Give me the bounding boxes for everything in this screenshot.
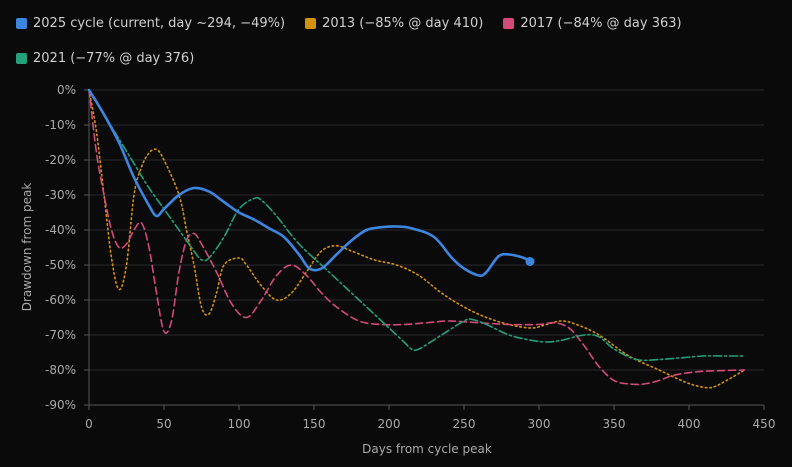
x-tick-label: 150 bbox=[303, 417, 326, 431]
x-tick-label: 450 bbox=[753, 417, 776, 431]
y-tick-label: -30% bbox=[45, 188, 76, 202]
y-tick-label: 0% bbox=[57, 83, 76, 97]
grid-lines bbox=[88, 89, 764, 406]
x-tick-label: 250 bbox=[453, 417, 476, 431]
legend-swatch-2017 bbox=[503, 17, 515, 29]
y-axis-title: Drawdown from peak bbox=[20, 183, 34, 312]
legend-item-2025[interactable]: 2025 cycle (current, day ~294, −49%) bbox=[16, 16, 285, 31]
x-tick-label: 100 bbox=[228, 417, 251, 431]
legend-item-2021[interactable]: 2021 (−77% @ day 376) bbox=[16, 51, 194, 66]
chart-legend: 2025 cycle (current, day ~294, −49%) 201… bbox=[16, 11, 776, 81]
y-tick-label: -20% bbox=[45, 153, 76, 167]
legend-row-1: 2025 cycle (current, day ~294, −49%) 201… bbox=[16, 11, 776, 35]
series-line-2021 bbox=[88, 89, 746, 362]
x-axis-ticks: 0 50 100 150 200 250 300 350 400 450 bbox=[85, 405, 775, 431]
x-tick-label: 350 bbox=[603, 417, 626, 431]
legend-row-2: 2021 (−77% @ day 376) bbox=[16, 46, 776, 70]
legend-swatch-2025 bbox=[16, 17, 27, 29]
legend-item-2013[interactable]: 2013 (−85% @ day 410) bbox=[305, 16, 483, 31]
x-tick-label: 300 bbox=[528, 417, 551, 431]
series-line-2025 bbox=[87, 88, 532, 277]
y-tick-label: -90% bbox=[45, 398, 76, 412]
y-tick-label: -80% bbox=[45, 363, 76, 377]
x-axis-title: Days from cycle peak bbox=[362, 442, 492, 456]
legend-swatch-2021 bbox=[16, 52, 27, 64]
legend-label-2013: 2013 (−85% @ day 410) bbox=[322, 15, 484, 31]
y-tick-label: -70% bbox=[45, 328, 76, 342]
legend-label-2025: 2025 cycle (current, day ~294, −49%) bbox=[33, 15, 286, 31]
legend-swatch-2013 bbox=[305, 17, 317, 29]
y-tick-label: -40% bbox=[45, 223, 76, 237]
y-tick-label: -10% bbox=[45, 118, 76, 132]
x-tick-label: 200 bbox=[378, 417, 401, 431]
y-tick-label: -50% bbox=[45, 258, 76, 272]
series-line-2017 bbox=[88, 89, 746, 386]
series-lines bbox=[87, 88, 746, 389]
x-tick-label: 50 bbox=[156, 417, 171, 431]
series-line-2013 bbox=[88, 89, 746, 389]
current-point-marker bbox=[525, 257, 535, 266]
x-tick-label: 0 bbox=[85, 417, 93, 431]
y-tick-label: -60% bbox=[45, 293, 76, 307]
legend-label-2017: 2017 (−84% @ day 363) bbox=[520, 15, 682, 31]
y-axis-ticks: 0% -10% -20% -30% -40% -50% -60% -70% -80% -90% bbox=[45, 83, 89, 412]
x-tick-label: 400 bbox=[678, 417, 701, 431]
legend-item-2017[interactable]: 2017 (−84% @ day 363) bbox=[503, 15, 682, 31]
legend-label-2021: 2021 (−77% @ day 376) bbox=[33, 50, 195, 66]
